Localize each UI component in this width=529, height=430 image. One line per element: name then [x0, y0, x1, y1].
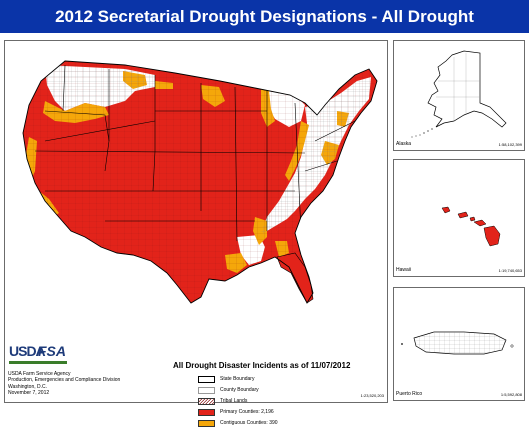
state-boundary-swatch: [198, 376, 215, 383]
agency-info: USDA Farm Service Agency Production, Eme…: [8, 371, 120, 396]
legend-label: Tribal Lands: [220, 398, 248, 404]
legend-item-contiguous: Contiguous Counties: 390: [198, 419, 318, 429]
county-boundary-swatch: [198, 387, 215, 394]
alaska-inset: Alaska 1:58,102,399: [393, 40, 525, 151]
puerto-rico-map: [400, 331, 514, 355]
main-map-scale: 1:23,520,203: [360, 393, 384, 398]
legend-label: County Boundary: [220, 387, 259, 393]
tribal-lands-swatch: [198, 398, 215, 405]
usda-fsa-logo: USDA FSA: [9, 343, 67, 369]
legend-item-county-boundary: County Boundary: [198, 386, 318, 396]
legend: State Boundary County Boundary Tribal La…: [198, 375, 318, 430]
hawaii-map: [441, 206, 501, 247]
agency-line: Production, Emergencies and Compliance D…: [8, 377, 121, 384]
agency-line: USDA Farm Service Agency: [8, 371, 71, 377]
alaska-label: Alaska: [396, 141, 412, 147]
legend-item-state-boundary: State Boundary: [198, 375, 318, 385]
main-map-frame: All Drought Disaster Incidents as of 11/…: [4, 40, 388, 427]
hawaii-label: Hawaii: [396, 267, 412, 273]
legend-label: Contiguous Counties: 390: [220, 420, 278, 426]
alaska-scale: 1:58,102,399: [498, 142, 522, 147]
legend-title: All Drought Disaster Incidents as of 11/…: [173, 361, 351, 370]
legend-label: State Boundary: [220, 376, 255, 382]
hawaii-scale: 1:19,740,653: [498, 268, 522, 273]
puerto-rico-scale: 1:5,592,808: [500, 392, 522, 397]
legend-item-primary: Primary Counties: 2,196: [198, 408, 318, 418]
map-title: 2012 Secretarial Drought Designations - …: [0, 0, 529, 33]
hawaii-inset: Hawaii 1:19,740,653: [393, 159, 525, 277]
alaska-map: [411, 50, 507, 138]
legend-item-tribal-lands: Tribal Lands: [198, 397, 318, 407]
agency-line: Washington, D.C.: [8, 383, 47, 390]
agency-line: November 7, 2012: [8, 389, 50, 396]
puerto-rico-inset: Puerto Rico 1:5,592,808: [393, 287, 525, 401]
contiguous-swatch: [198, 420, 215, 427]
logo-bar: [9, 361, 67, 364]
fsa-logo-text: FSA: [38, 343, 66, 359]
legend-label: Primary Counties: 2,196: [220, 409, 274, 415]
puerto-rico-label: Puerto Rico: [396, 391, 423, 397]
primary-swatch: [198, 409, 215, 416]
conus-map: [22, 60, 378, 304]
usda-logo-text: USDA: [9, 343, 46, 359]
